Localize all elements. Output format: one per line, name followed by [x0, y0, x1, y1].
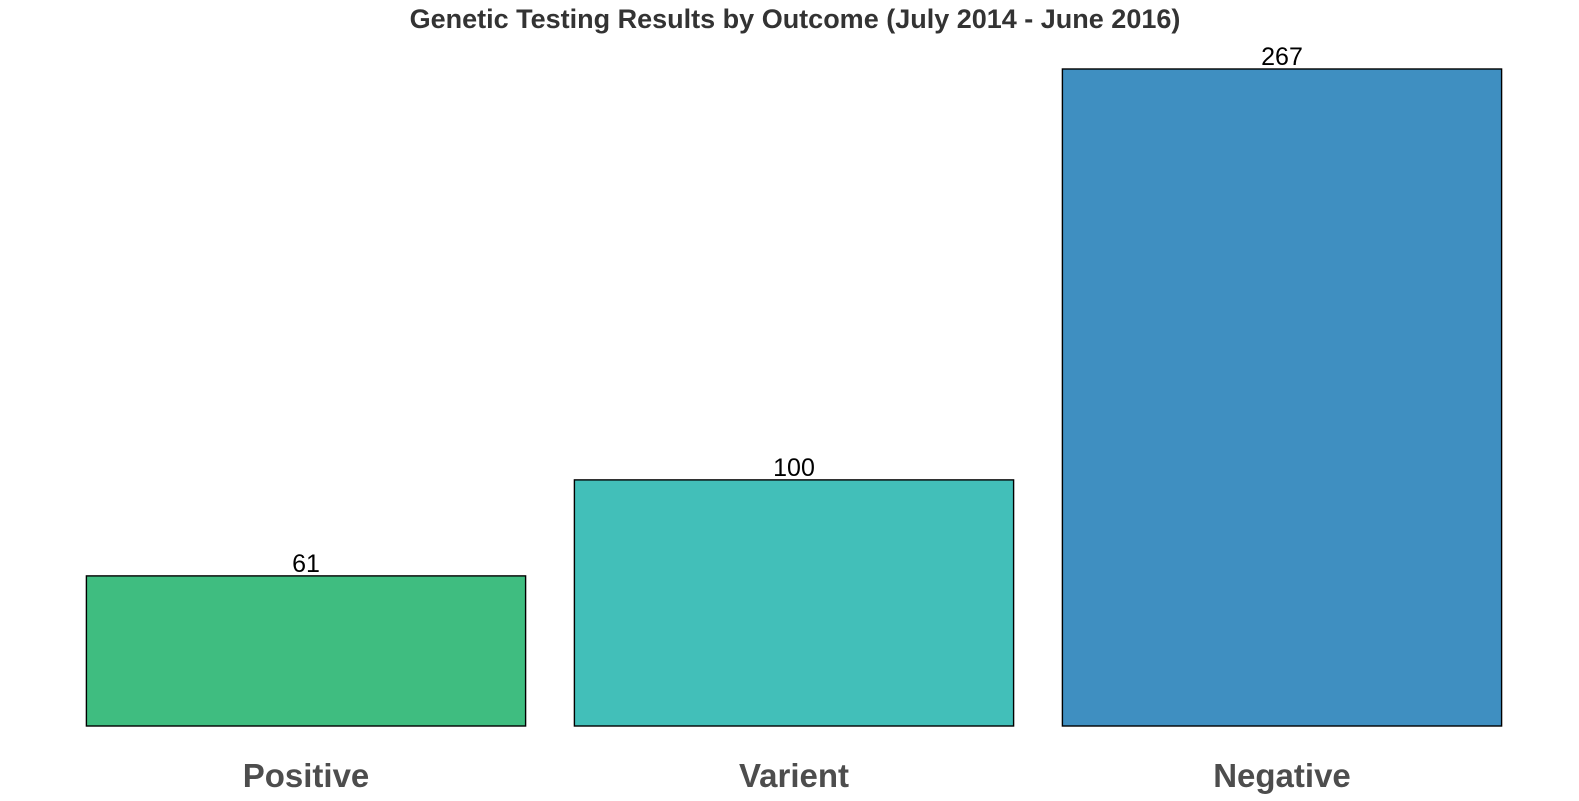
- bar-negative: [1061, 68, 1503, 727]
- bar-varient: [573, 479, 1015, 727]
- x-tick-label-negative: Negative: [1213, 757, 1351, 794]
- bar-positive: [85, 575, 527, 727]
- bar-value-label-positive: 61: [292, 550, 320, 578]
- bar-value-label-varient: 100: [773, 454, 815, 482]
- x-tick-label-varient: Varient: [739, 757, 849, 794]
- x-tick-label-positive: Positive: [243, 757, 370, 794]
- value-labels-layer: 61 100 267: [292, 43, 1303, 578]
- bars-layer: [85, 68, 1503, 727]
- bar-value-label-negative: 267: [1261, 43, 1303, 71]
- x-axis-tick-labels: Positive Varient Negative: [243, 757, 1351, 794]
- chart-title: Genetic Testing Results by Outcome (July…: [410, 4, 1181, 34]
